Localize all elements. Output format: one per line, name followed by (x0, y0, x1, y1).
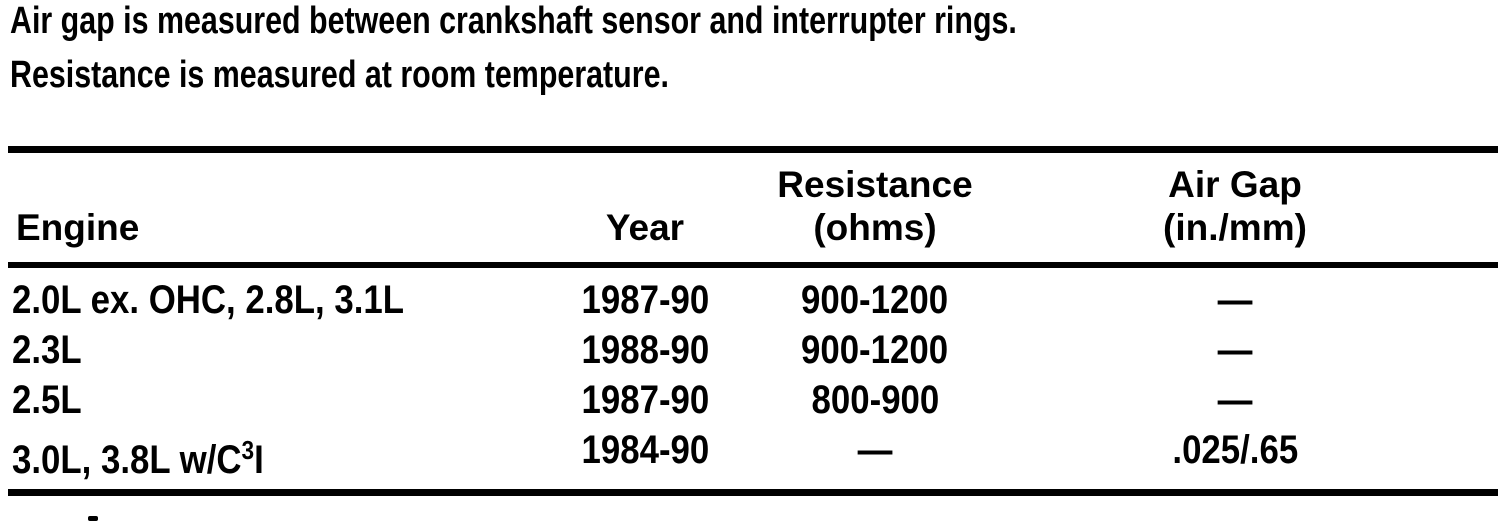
resistance-header-line2: (ohms) (813, 207, 937, 248)
intro-line-1-text: Air gap is measured between crankshaft s… (10, 0, 1017, 42)
year-cell: 1987-90 (560, 375, 730, 425)
air-gap-value: — (1217, 328, 1253, 372)
resistance-value: 800-900 (811, 378, 939, 422)
year-cell: 1988-90 (560, 325, 730, 375)
year-header-label: Year (605, 207, 685, 248)
engine-value-base: 3.0L, 3.8L w/C (12, 438, 242, 482)
engine-value: 2.5L (12, 378, 82, 422)
engine-value-tail: I (254, 438, 264, 482)
air-gap-cell: — (1020, 325, 1450, 375)
table-rule-mid (8, 262, 1498, 268)
column-header-engine: Engine (8, 153, 560, 262)
air-gap-value: .025/.65 (1172, 428, 1298, 472)
engine-value: 2.3L (12, 328, 82, 372)
resistance-header-line1: Resistance (777, 164, 973, 205)
resistance-cell: 900-1200 (730, 275, 1020, 325)
engine-cell: 3.0L, 3.8L w/C3I (8, 425, 560, 485)
table-row: 3.0L, 3.8L w/C3I 1984-90 — .025/.65 (8, 425, 1498, 482)
engine-value-superscript: 3 (241, 435, 255, 465)
table-body: 2.0L ex. OHC, 2.8L, 3.1L 1987-90 900-120… (8, 268, 1498, 482)
table-row: 2.5L 1987-90 800-900 — (8, 375, 1498, 425)
engine-header-label: Engine (16, 207, 140, 248)
table-row: 2.3L 1988-90 900-1200 — (8, 325, 1498, 375)
table-header-row: Engine Year Resistance (ohms) Air Gap (i… (8, 153, 1498, 262)
air-gap-value: — (1217, 278, 1253, 322)
engine-value: 2.0L ex. OHC, 2.8L, 3.1L (12, 278, 405, 322)
column-header-air-gap: Air Gap (in./mm) (1020, 153, 1450, 262)
resistance-value: — (857, 428, 893, 472)
column-header-resistance: Resistance (ohms) (730, 153, 1020, 262)
engine-value: 3.0L, 3.8L w/C3I (12, 425, 264, 485)
air-gap-header-line2: (in./mm) (1163, 207, 1307, 248)
table-row: 2.0L ex. OHC, 2.8L, 3.1L 1987-90 900-120… (8, 275, 1498, 325)
year-value: 1988-90 (581, 328, 709, 372)
engine-cell: 2.5L (8, 375, 560, 425)
year-cell: 1984-90 (560, 425, 730, 485)
air-gap-cell: .025/.65 (1020, 425, 1450, 485)
resistance-cell: 900-1200 (730, 325, 1020, 375)
resistance-value: 900-1200 (801, 278, 949, 322)
table-rule-bottom (8, 489, 1498, 496)
air-gap-cell: — (1020, 375, 1450, 425)
intro-line-2-text: Resistance is measured at room temperatu… (10, 54, 669, 96)
air-gap-header-line1: Air Gap (1168, 164, 1302, 205)
resistance-cell: 800-900 (730, 375, 1020, 425)
column-header-year: Year (560, 153, 730, 262)
year-value: 1987-90 (581, 278, 709, 322)
engine-cell: 2.3L (8, 325, 560, 375)
intro-line-1: Air gap is measured between crankshaft s… (0, 0, 1504, 48)
air-gap-cell: — (1020, 275, 1450, 325)
scan-artifact-dot (88, 516, 98, 521)
intro-line-2: Resistance is measured at room temperatu… (0, 48, 1504, 102)
resistance-cell: — (730, 425, 1020, 485)
year-cell: 1987-90 (560, 275, 730, 325)
year-value: 1984-90 (581, 428, 709, 472)
year-value: 1987-90 (581, 378, 709, 422)
engine-cell: 2.0L ex. OHC, 2.8L, 3.1L (8, 275, 560, 325)
crankshaft-sensor-spec-table: Engine Year Resistance (ohms) Air Gap (i… (8, 146, 1498, 496)
resistance-value: 900-1200 (801, 328, 949, 372)
air-gap-value: — (1217, 378, 1253, 422)
table-rule-top (8, 146, 1498, 153)
